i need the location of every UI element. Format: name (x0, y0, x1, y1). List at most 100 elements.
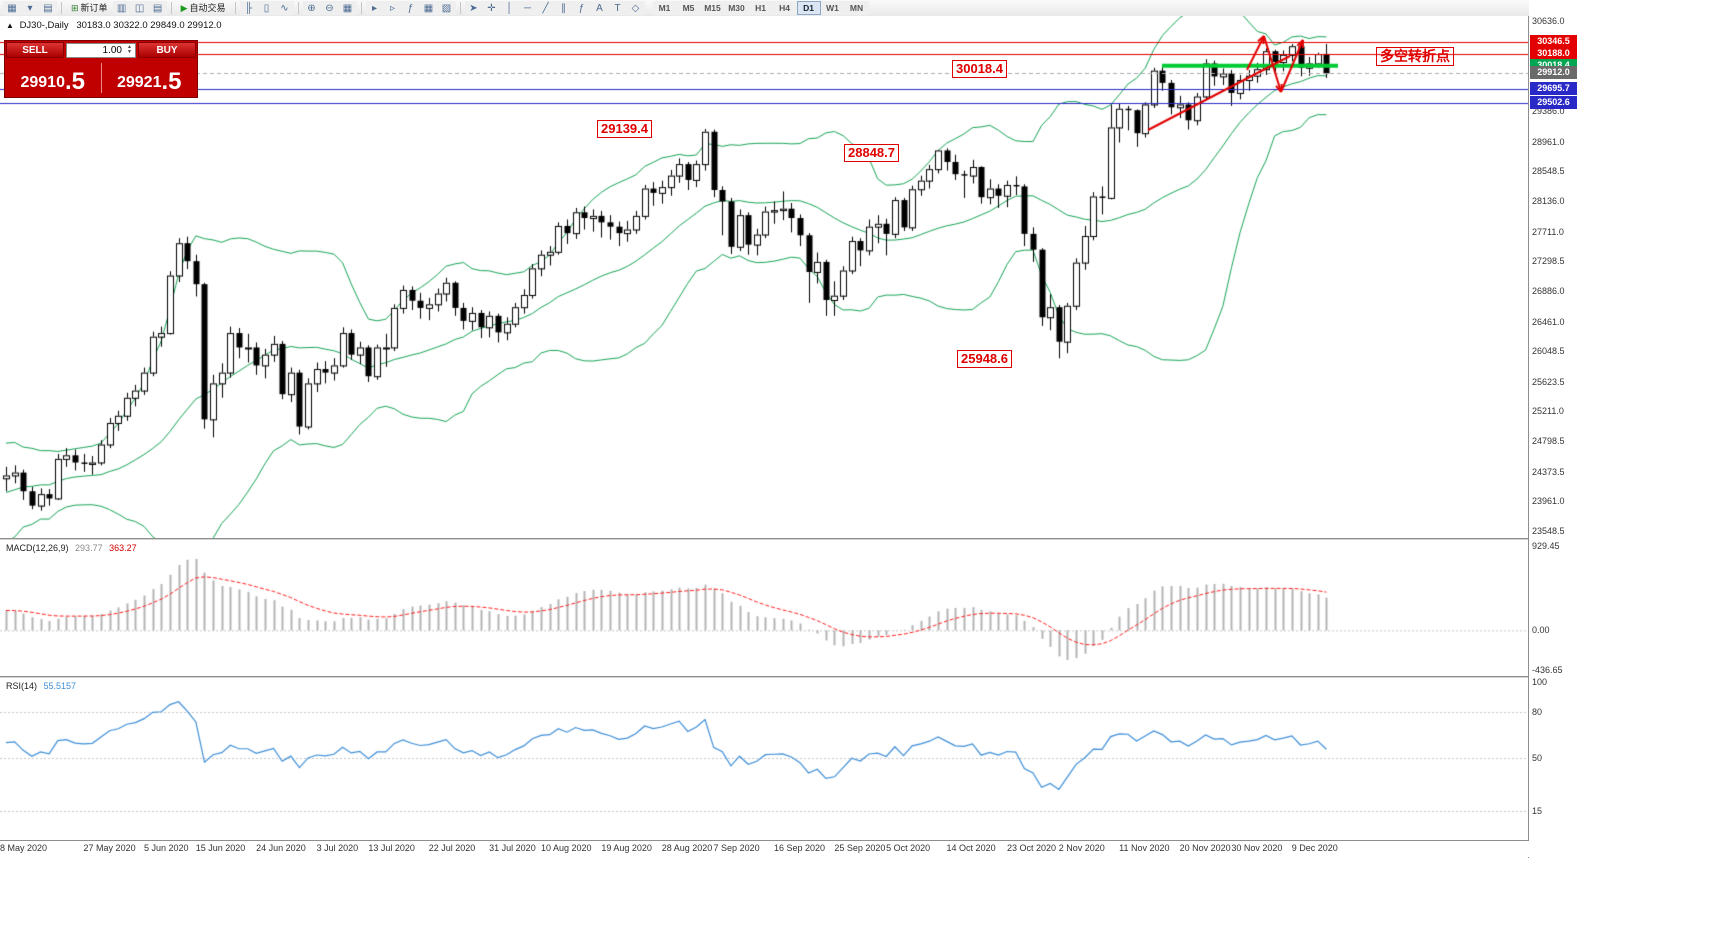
market-watch-icon[interactable]: ▥ (112, 1, 131, 15)
crosshair-icon[interactable]: ✛ (482, 1, 501, 15)
date-label: 10 Aug 2020 (540, 843, 592, 853)
price-axis-label: 27711.0 (1532, 226, 1564, 237)
main-toolbar: ▦ ▾ ▤ ⊞ 新订单 ▥ ◫ ▤ ▶ 自动交易 ╟ ▯ ∿ ⊕ ⊖ ▦ ▸ ▹ ƒ ▦ ▧ ➤ ✛ │ ─ ╱… (0, 0, 1733, 17)
chart-shift-icon[interactable]: ▹ (383, 1, 402, 15)
turning-point-note[interactable]: 多空转折点 (1376, 47, 1454, 66)
rsi-axis-label: 50 (1532, 753, 1543, 763)
rsi-header: RSI(14) 55.5157 (6, 681, 76, 691)
zoom-out-icon[interactable]: ⊖ (320, 1, 339, 15)
line-chart-icon[interactable]: ∿ (275, 1, 294, 15)
macd-header: MACD(12,26,9) 293.77 363.27 (6, 543, 137, 553)
cursor-icon[interactable]: ➤ (464, 1, 483, 15)
volume-down-icon[interactable]: ▼ (127, 49, 132, 55)
fibonacci-icon[interactable]: ƒ (572, 1, 591, 15)
price-axis-label: 28136.0 (1532, 196, 1565, 207)
price-badge: 30346.5 (1530, 35, 1577, 49)
trendline-icon[interactable]: ╱ (536, 1, 555, 15)
date-label: 2 Nov 2020 (1058, 843, 1105, 853)
price-badge: 30188.0 (1530, 46, 1577, 60)
date-label: 23 Oct 2020 (1006, 843, 1057, 853)
ask-price[interactable]: 29921 .5 (102, 59, 198, 97)
date-label: 11 Nov 2020 (1119, 843, 1170, 853)
date-label: 14 Oct 2020 (946, 843, 996, 853)
volume-value[interactable]: 1.00 (102, 44, 122, 56)
shapes-icon[interactable]: ◇ (626, 1, 645, 15)
date-label: 7 Sep 2020 (713, 843, 760, 853)
date-label: 25 Sep 2020 (834, 843, 886, 853)
chart-profiles-icon[interactable]: ▾ (21, 1, 39, 15)
chart-title: ▲ DJ30-,Daily 30183.0 30322.0 29849.0 29… (6, 20, 222, 31)
date-label: 5 Jun 2020 (143, 843, 189, 853)
auto-scroll-icon[interactable]: ▸ (365, 1, 384, 15)
price-annotation-box[interactable]: 25948.6 (957, 350, 1012, 368)
timeframe-m1[interactable]: M1 (652, 1, 677, 15)
rsi-axis-label: 100 (1532, 677, 1548, 687)
timeframe-group: M1 M5 M15 M30 H1 H4 D1 W1 MN (652, 1, 869, 15)
arrows-icon[interactable]: T (608, 1, 627, 15)
vertical-line-icon[interactable]: │ (500, 1, 519, 15)
templates-icon[interactable]: ▧ (437, 1, 456, 15)
timeframe-m15[interactable]: M15 (700, 1, 725, 15)
panel-splitter[interactable] (0, 538, 1733, 540)
rsi-panel-canvas[interactable] (0, 678, 1528, 840)
candlestick-chart-icon[interactable]: ▯ (257, 1, 276, 15)
timeframe-d1[interactable]: D1 (796, 1, 821, 15)
timeframe-w1[interactable]: W1 (820, 1, 845, 15)
date-label: 24 Jun 2020 (256, 843, 306, 853)
data-window-icon[interactable]: ◫ (130, 1, 149, 15)
price-annotation-box[interactable]: 30018.4 (952, 60, 1007, 78)
auto-trading-button[interactable]: ▶ 自动交易 (176, 1, 231, 15)
navigator-icon[interactable]: ▤ (148, 1, 167, 15)
periods-icon[interactable]: ▦ (419, 1, 438, 15)
volume-stepper[interactable]: 1.00 ▲ ▼ (66, 42, 136, 58)
new-chart-icon[interactable]: ▦ (3, 1, 21, 15)
price-axis-label: 25211.0 (1532, 406, 1564, 417)
new-order-label: 新订单 (80, 2, 108, 13)
main-chart-canvas[interactable] (0, 16, 1528, 538)
price-axis-label: 25623.5 (1532, 376, 1565, 387)
buy-button[interactable]: BUY (138, 42, 196, 58)
indicators-icon[interactable]: ƒ (401, 1, 420, 15)
zoom-in-icon[interactable]: ⊕ (302, 1, 321, 15)
new-order-button[interactable]: ⊞ 新订单 (66, 1, 113, 15)
bid-price[interactable]: 29910 .5 (5, 59, 101, 97)
one-click-trading-panel: SELL 1.00 ▲ ▼ BUY 29910 .5 29921 .5 (4, 40, 198, 98)
date-label: 8 May 2020 (0, 843, 48, 853)
text-icon[interactable]: A (590, 1, 609, 15)
price-axis[interactable]: 30636.0 29386.0 28961.0 28548.5 28136.0 27711… (1529, 0, 1733, 940)
one-click-collapse-arrow[interactable]: ▲ (6, 21, 14, 30)
bar-chart-icon[interactable]: ╟ (239, 1, 258, 15)
panel-splitter[interactable] (0, 676, 1733, 678)
timeframe-h4[interactable]: H4 (772, 1, 797, 15)
channel-icon[interactable]: ∥ (554, 1, 573, 15)
date-label: 5 Oct 2020 (886, 843, 931, 853)
price-annotation-box[interactable]: 29139.4 (597, 120, 652, 138)
toolbar-separator (360, 2, 362, 14)
price-axis-label: 30636.0 (1532, 16, 1565, 27)
toolbar-separator (61, 2, 62, 14)
price-axis-label: 29386.0 (1532, 106, 1565, 117)
ohlc-values: 30183.0 30322.0 29849.0 29912.0 (76, 20, 222, 31)
toolbar-line-tools-group: ➤ ✛ │ ─ ╱ ∥ ƒ A T ◇ (464, 1, 645, 15)
time-axis[interactable]: 8 May 2020 27 May 2020 5 Jun 2020 15 Jun 20… (0, 841, 1733, 857)
price-axis-label: 26461.0 (1532, 316, 1565, 327)
macd-panel-canvas[interactable] (0, 540, 1528, 676)
price-badge: 29912.0 (1530, 66, 1577, 80)
price-annotation-box[interactable]: 28848.7 (844, 144, 899, 162)
timeframe-h1[interactable]: H1 (748, 1, 773, 15)
tile-windows-icon[interactable]: ▦ (338, 1, 357, 15)
ask-main-digits: 29921 (116, 74, 162, 91)
date-label: 22 Jul 2020 (428, 843, 476, 853)
price-axis-label: 23548.5 (1532, 525, 1565, 536)
timeframe-mn[interactable]: MN (844, 1, 869, 15)
timeframe-m5[interactable]: M5 (676, 1, 701, 15)
volume-up-icon[interactable]: ▲ (127, 44, 132, 50)
chart-list-icon[interactable]: ▤ (39, 1, 57, 15)
timeframe-m30[interactable]: M30 (724, 1, 749, 15)
new-order-icon: ⊞ (71, 2, 79, 13)
price-axis-label: 24798.5 (1532, 436, 1565, 447)
toolbar-separator (459, 2, 461, 14)
sell-button[interactable]: SELL (6, 42, 64, 58)
price-badge: 29502.6 (1530, 95, 1577, 109)
horizontal-line-icon[interactable]: ─ (518, 1, 537, 15)
